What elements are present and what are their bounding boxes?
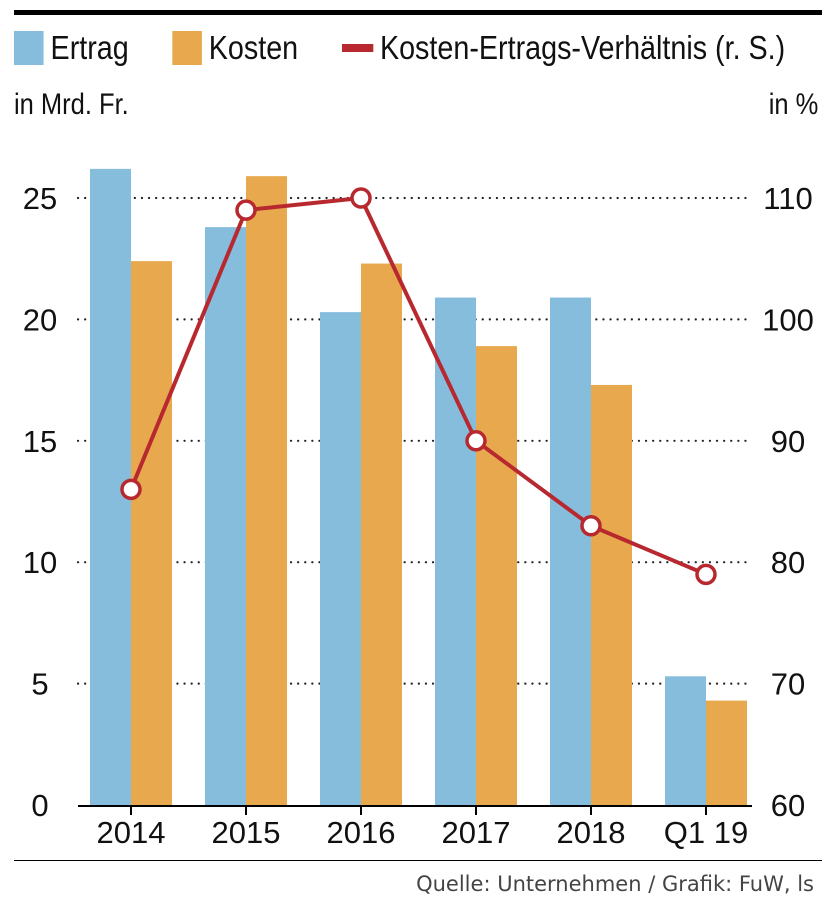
legend-swatch-ratio (341, 44, 373, 52)
ratio-point (350, 187, 372, 209)
y2-tick-label: 80 (771, 545, 805, 580)
bottom-rule (14, 860, 822, 861)
legend-label-ertrag: Ertrag (50, 29, 129, 66)
x-tick-label: 2014 (97, 815, 166, 850)
ratio-line (129, 196, 707, 577)
ertrag-bar (665, 676, 706, 805)
x-tick-label: 2017 (442, 815, 511, 850)
kosten-bar (131, 261, 172, 805)
y2-tick-label: 70 (771, 667, 805, 702)
kosten-bar (706, 700, 747, 805)
kosten-bar (476, 346, 517, 805)
x-tick-label: 2018 (557, 815, 626, 850)
top-rule (14, 10, 822, 15)
kosten-bar (361, 263, 402, 805)
y-tick-label: 15 (23, 424, 57, 459)
source-note: Quelle: Unternehmen / Grafik: FuW, ls (416, 872, 814, 896)
ratio-point (465, 430, 487, 452)
y2-tick-label: 90 (771, 424, 805, 459)
ertrag-bar (435, 297, 476, 805)
right-axis-unit: in % (768, 88, 818, 121)
legend-item-kosten: Kosten (172, 29, 298, 67)
legend-swatch-ertrag (14, 31, 44, 65)
y2-tick-label: 110 (763, 181, 812, 216)
legend-label-ratio: Kosten-Ertrags-Verhältnis (r. S.) (379, 29, 786, 66)
legend-item-ratio: Kosten-Ertrags-Verhältnis (r. S.) (341, 29, 786, 67)
y2-tick-label: 60 (771, 788, 805, 823)
ratio-point (235, 199, 257, 221)
kosten-bar (591, 384, 632, 805)
legend-label-kosten: Kosten (208, 29, 299, 66)
y-tick-label: 25 (23, 181, 57, 216)
legend-swatch-kosten (172, 31, 202, 65)
legend: Ertrag Kosten Kosten-Ertrags-Verhältnis … (14, 26, 829, 70)
y-tick-label: 5 (31, 667, 48, 702)
y-tick-label: 0 (31, 788, 48, 823)
x-tick-label: Q1 19 (664, 815, 748, 850)
ertrag-bar (320, 312, 361, 805)
y2-tick-label: 100 (762, 302, 814, 337)
x-tick-label: 2016 (327, 815, 396, 850)
legend-item-ertrag: Ertrag (14, 29, 129, 67)
left-axis-unit: in Mrd. Fr. (14, 88, 129, 121)
ratio-point (695, 563, 717, 586)
kosten-bar (246, 176, 287, 805)
y-tick-label: 10 (23, 545, 57, 580)
x-tick-label: 2015 (212, 815, 281, 850)
ratio-point (580, 515, 602, 537)
ratio-point (120, 478, 142, 501)
y-tick-label: 20 (23, 302, 57, 337)
ertrag-bar (550, 297, 591, 805)
ertrag-bar (205, 227, 246, 806)
